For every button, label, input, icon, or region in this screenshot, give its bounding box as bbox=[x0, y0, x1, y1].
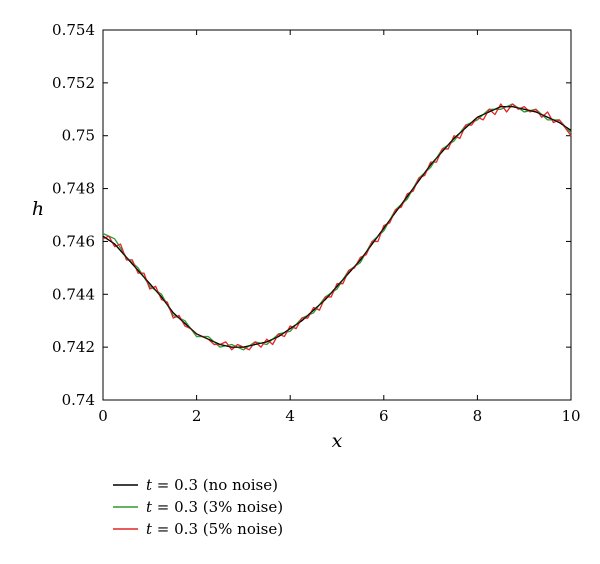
x-axis-label: x bbox=[332, 430, 343, 452]
legend-label: t = 0.3 (3% noise) bbox=[146, 498, 283, 516]
y-tick-label: 0.754 bbox=[52, 21, 95, 39]
y-tick-label: 0.752 bbox=[52, 74, 95, 92]
series-line-0-overlay bbox=[102, 106, 572, 348]
x-tick-label: 0 bbox=[98, 407, 108, 425]
legend-label-text: = 0.3 (3% noise) bbox=[152, 498, 283, 516]
x-tick-label: 2 bbox=[192, 407, 202, 425]
legend-label-var: t bbox=[146, 520, 153, 538]
legend-label-var: t bbox=[146, 476, 153, 494]
legend-label-text: = 0.3 (no noise) bbox=[152, 476, 278, 494]
y-tick-label: 0.748 bbox=[52, 180, 95, 198]
x-tick-label: 8 bbox=[473, 407, 483, 425]
x-tick-label: 4 bbox=[285, 407, 295, 425]
y-tick-label: 0.74 bbox=[62, 391, 95, 409]
legend: t = 0.3 (no noise)t = 0.3 (3% noise)t = … bbox=[113, 476, 283, 538]
y-tick-label: 0.746 bbox=[52, 232, 95, 250]
legend-label: t = 0.3 (5% noise) bbox=[146, 520, 283, 538]
series-group bbox=[102, 103, 572, 351]
legend-label: t = 0.3 (no noise) bbox=[146, 476, 278, 494]
series-line-0 bbox=[102, 105, 572, 348]
series-line-2 bbox=[102, 103, 572, 351]
legend-label-var: t bbox=[146, 498, 153, 516]
y-axis-label: h bbox=[32, 198, 44, 220]
plot-frame bbox=[102, 29, 572, 401]
y-tick-label: 0.744 bbox=[52, 285, 95, 303]
x-tick-label: 6 bbox=[379, 407, 389, 425]
y-tick-label: 0.75 bbox=[62, 127, 95, 145]
x-tick-label: 10 bbox=[561, 407, 580, 425]
y-tick-label: 0.742 bbox=[52, 338, 95, 356]
axis-ticks: 0 2 4 6 8 10 0.74 0.742 0.744 0.746 0.748 0.75 0.752… bbox=[52, 21, 581, 425]
legend-label-text: = 0.3 (5% noise) bbox=[152, 520, 283, 538]
